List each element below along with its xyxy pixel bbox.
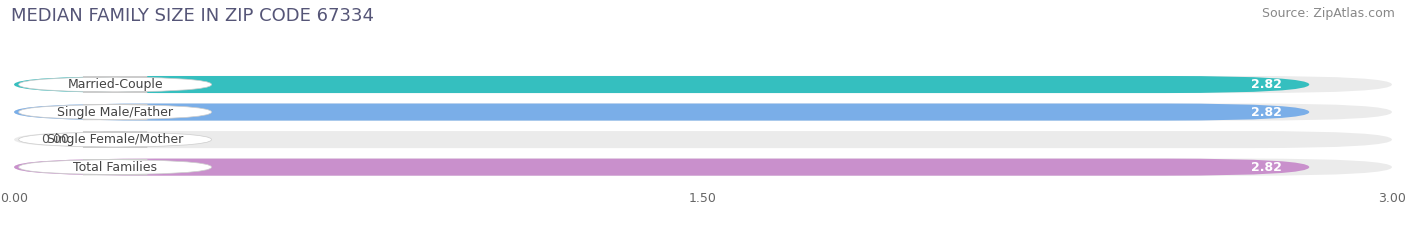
FancyBboxPatch shape — [14, 103, 1309, 121]
FancyBboxPatch shape — [14, 131, 1392, 148]
Text: MEDIAN FAMILY SIZE IN ZIP CODE 67334: MEDIAN FAMILY SIZE IN ZIP CODE 67334 — [11, 7, 374, 25]
FancyBboxPatch shape — [14, 76, 1392, 93]
FancyBboxPatch shape — [14, 76, 1309, 93]
Text: 0.00: 0.00 — [42, 133, 70, 146]
Text: Single Male/Father: Single Male/Father — [58, 106, 173, 119]
Text: 2.82: 2.82 — [1251, 106, 1282, 119]
Text: Source: ZipAtlas.com: Source: ZipAtlas.com — [1261, 7, 1395, 20]
FancyBboxPatch shape — [14, 159, 1392, 176]
FancyBboxPatch shape — [14, 159, 1309, 176]
FancyBboxPatch shape — [14, 103, 1392, 121]
FancyBboxPatch shape — [18, 77, 211, 92]
Text: Total Families: Total Families — [73, 161, 157, 174]
FancyBboxPatch shape — [18, 132, 211, 147]
Text: 2.82: 2.82 — [1251, 78, 1282, 91]
FancyBboxPatch shape — [18, 159, 211, 175]
Text: Single Female/Mother: Single Female/Mother — [46, 133, 183, 146]
Text: 2.82: 2.82 — [1251, 161, 1282, 174]
Text: Married-Couple: Married-Couple — [67, 78, 163, 91]
FancyBboxPatch shape — [18, 104, 211, 120]
